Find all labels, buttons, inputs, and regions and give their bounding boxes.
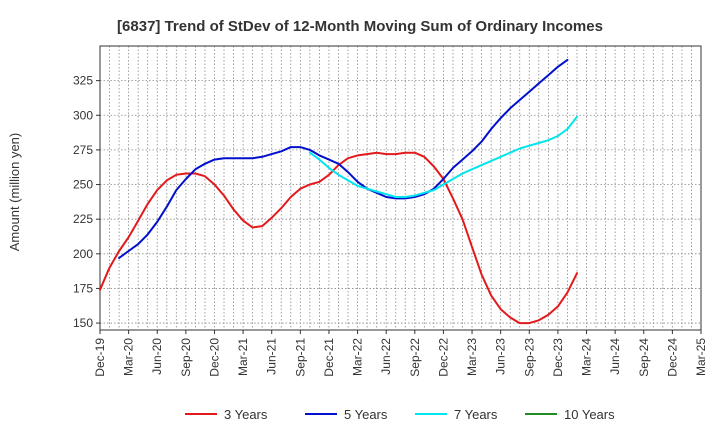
series-line-7-years bbox=[308, 115, 578, 198]
legend-label-3-years: 3 Years bbox=[224, 407, 268, 422]
x-tick-label: Jun-23 bbox=[494, 338, 508, 375]
x-tick-label: Dec-21 bbox=[322, 338, 336, 377]
x-tick-label: Dec-20 bbox=[207, 338, 221, 377]
series-layer bbox=[99, 58, 578, 325]
x-tick-label: Mar-20 bbox=[122, 338, 136, 376]
x-tick-label: Jun-21 bbox=[265, 338, 279, 375]
x-tick-label: Jun-22 bbox=[379, 338, 393, 375]
x-tick-label: Mar-25 bbox=[694, 338, 708, 376]
y-axis-label: Amount (million yen) bbox=[7, 133, 22, 252]
x-tick-label: Mar-23 bbox=[465, 338, 479, 376]
y-tick-label: 175 bbox=[73, 281, 93, 295]
y-tick-label: 300 bbox=[73, 108, 93, 122]
series-line-5-years bbox=[118, 58, 569, 259]
y-tick-label: 250 bbox=[73, 178, 93, 192]
legend-label-10-years: 10 Years bbox=[564, 407, 615, 422]
x-tick-label: Sep-24 bbox=[637, 338, 651, 377]
y-axis-ticks: 150 175 200 225 250 275 300 325 bbox=[73, 74, 100, 330]
legend-label-5-years: 5 Years bbox=[344, 407, 388, 422]
y-tick-label: 275 bbox=[73, 143, 93, 157]
x-tick-label: Jun-20 bbox=[150, 338, 164, 375]
plot-frame bbox=[99, 45, 702, 331]
x-axis-ticks: Dec-19 Mar-20 Jun-20 Sep-20 Dec-20 Mar-21 Jun-… bbox=[93, 330, 708, 377]
chart-title: [6837] Trend of StDev of 12-Month Moving… bbox=[117, 18, 603, 35]
x-tick-label: Sep-20 bbox=[179, 338, 193, 377]
series-line-3-years bbox=[99, 151, 578, 325]
x-tick-label: Jun-24 bbox=[608, 338, 622, 375]
grid bbox=[100, 46, 701, 330]
legend: 3 Years 5 Years 7 Years 10 Years bbox=[185, 407, 615, 422]
y-tick-label: 200 bbox=[73, 247, 93, 261]
x-tick-label: Dec-23 bbox=[551, 338, 565, 377]
legend-label-7-years: 7 Years bbox=[454, 407, 498, 422]
y-tick-label: 150 bbox=[73, 316, 93, 330]
x-tick-label: Mar-24 bbox=[580, 338, 594, 376]
y-tick-label: 225 bbox=[73, 212, 93, 226]
y-tick-label: 325 bbox=[73, 74, 93, 88]
x-tick-label: Sep-21 bbox=[293, 338, 307, 377]
x-tick-label: Mar-21 bbox=[236, 338, 250, 376]
x-tick-label: Sep-22 bbox=[408, 338, 422, 377]
x-tick-label: Dec-24 bbox=[665, 338, 679, 377]
x-tick-label: Sep-23 bbox=[522, 338, 536, 377]
x-tick-label: Dec-22 bbox=[436, 338, 450, 377]
x-tick-label: Dec-19 bbox=[93, 338, 107, 377]
x-tick-label: Mar-22 bbox=[351, 338, 365, 376]
